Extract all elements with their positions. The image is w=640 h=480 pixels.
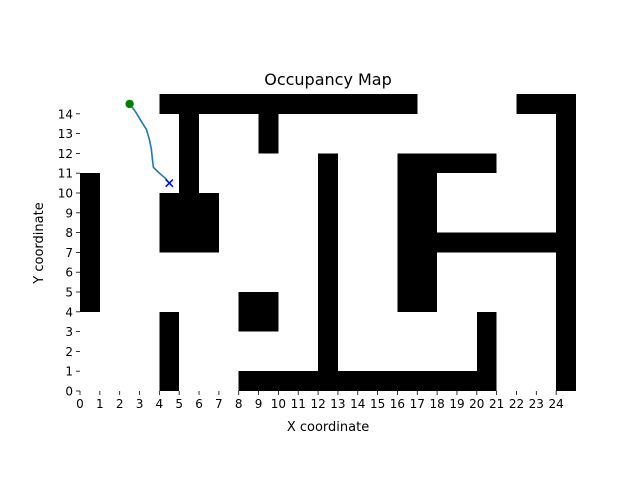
x-tick-label: 1 bbox=[96, 397, 104, 411]
x-tick-label: 12 bbox=[310, 397, 325, 411]
x-tick-label: 21 bbox=[489, 397, 504, 411]
x-tick-label: 19 bbox=[449, 397, 464, 411]
y-tick-label: 5 bbox=[65, 286, 73, 300]
obstacle-cell bbox=[556, 113, 576, 392]
obstacle-cell bbox=[159, 311, 180, 391]
x-tick-label: 13 bbox=[330, 397, 345, 411]
obstacle-cell bbox=[238, 371, 497, 391]
x-tick-label: 3 bbox=[136, 397, 144, 411]
x-tick-label: 7 bbox=[215, 397, 223, 411]
obstacle-cell bbox=[476, 311, 497, 372]
plot-area: 0 1 2 3 4 5 6 7 8 9 10 11 12 13 14 15 16 17 18 19 20 21 22 23 24… bbox=[58, 94, 576, 411]
obstacle-cell bbox=[437, 232, 576, 253]
y-tick-label: 11 bbox=[58, 167, 73, 181]
start-marker bbox=[125, 99, 134, 109]
y-tick-label: 10 bbox=[58, 187, 73, 201]
x-tick-label: 20 bbox=[469, 397, 484, 411]
x-tick-label: 14 bbox=[350, 397, 365, 411]
x-tick-label: 23 bbox=[529, 397, 544, 411]
obstacle-cell bbox=[179, 113, 200, 193]
x-tick-label: 8 bbox=[235, 397, 243, 411]
obstacle-cell bbox=[238, 292, 279, 332]
y-tick-label: 12 bbox=[58, 147, 73, 161]
x-tick-label: 22 bbox=[509, 397, 524, 411]
y-tick-label: 2 bbox=[65, 345, 73, 359]
x-tick-label: 24 bbox=[549, 397, 564, 411]
obstacle-cell bbox=[159, 193, 219, 253]
x-axis-label: X coordinate bbox=[287, 420, 369, 435]
x-tick-label: 4 bbox=[156, 397, 164, 411]
y-axis-label: Y coordinate bbox=[32, 202, 47, 284]
obstacle-cell bbox=[80, 173, 100, 312]
obstacle-cell bbox=[258, 113, 279, 154]
y-tick-label: 13 bbox=[58, 127, 73, 141]
y-tick-label: 1 bbox=[65, 365, 73, 379]
x-tick-label: 5 bbox=[175, 397, 183, 411]
x-tick-label: 9 bbox=[255, 397, 263, 411]
y-tick-label: 0 bbox=[65, 385, 73, 399]
x-tick-label: 16 bbox=[390, 397, 405, 411]
x-tick-label: 18 bbox=[429, 397, 444, 411]
x-tick-label: 2 bbox=[116, 397, 124, 411]
y-tick-label: 7 bbox=[65, 246, 73, 260]
obstacle-cell bbox=[318, 153, 338, 372]
x-tick-label: 6 bbox=[195, 397, 203, 411]
goal-marker bbox=[165, 178, 174, 188]
y-tick-label: 4 bbox=[65, 305, 73, 319]
y-tick-label: 9 bbox=[65, 206, 73, 220]
y-tick-label: 6 bbox=[65, 266, 73, 280]
obstacle-cell bbox=[516, 94, 576, 114]
y-tick-label: 14 bbox=[58, 107, 73, 121]
obstacle-cell bbox=[159, 94, 418, 114]
x-tick-label: 0 bbox=[76, 397, 84, 411]
y-tick-label: 3 bbox=[65, 325, 73, 339]
obstacle-cell bbox=[437, 153, 497, 174]
x-tick-label: 11 bbox=[291, 397, 306, 411]
x-tick-label: 17 bbox=[410, 397, 425, 411]
chart-title: Occupancy Map bbox=[264, 70, 392, 89]
obstacle-cell bbox=[397, 153, 438, 312]
y-tick-label: 8 bbox=[65, 226, 73, 240]
x-tick-label: 15 bbox=[370, 397, 385, 411]
x-tick-label: 10 bbox=[271, 397, 286, 411]
planned-path bbox=[128, 103, 170, 184]
